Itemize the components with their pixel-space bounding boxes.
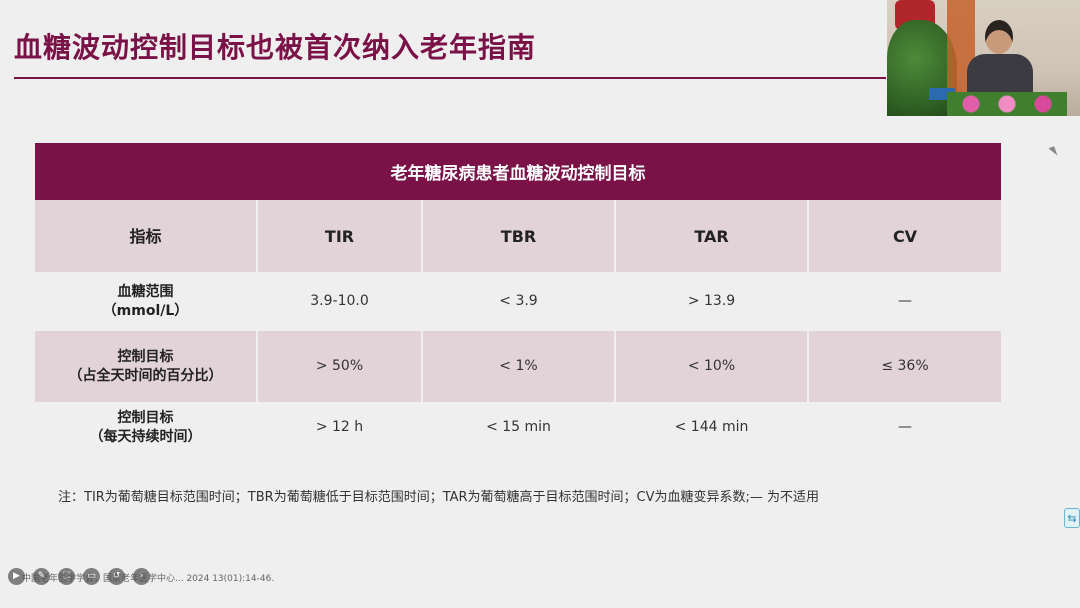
- header-cell-tar: TAR: [615, 200, 809, 272]
- header-cell-metric: 指标: [35, 200, 258, 272]
- speaker-video[interactable]: [887, 0, 1080, 116]
- table-cell: —: [808, 402, 1001, 453]
- row-label-line: 控制目标: [117, 409, 174, 426]
- table-cell: > 50%: [257, 331, 423, 402]
- table-cell: < 10%: [615, 331, 809, 402]
- screenshot-icon[interactable]: ⛶: [58, 567, 75, 585]
- table-cell: < 144 min: [615, 402, 809, 453]
- row-label: 控制目标 （占全天时间的百分比）: [35, 331, 258, 402]
- rewind-icon[interactable]: ↺: [108, 567, 125, 585]
- table-header-row: 指标 TIR TBR TAR CV: [35, 200, 1001, 272]
- row-label: 控制目标 （每天持续时间）: [35, 402, 258, 453]
- table-cell: < 15 min: [422, 402, 616, 453]
- targets-table: 老年糖尿病患者血糖波动控制目标 指标 TIR TBR TAR CV 血糖范围 （…: [35, 143, 1001, 453]
- comment-icon[interactable]: ▭: [83, 567, 100, 585]
- player-toolbar: ▶ ✎ ⛶ ▭ ↺ ›: [8, 566, 208, 586]
- row-label-line: （每天持续时间）: [89, 428, 202, 445]
- row-label: 血糖范围 （mmol/L）: [35, 272, 258, 331]
- row-label-line: （占全天时间的百分比）: [68, 367, 223, 384]
- table-caption: 老年糖尿病患者血糖波动控制目标: [35, 143, 1001, 200]
- table-cell: ≤ 36%: [808, 331, 1001, 402]
- header-cell-tbr: TBR: [422, 200, 616, 272]
- table-cell: > 12 h: [257, 402, 423, 453]
- plant-image: [887, 20, 957, 116]
- row-label-line: （mmol/L）: [102, 302, 189, 319]
- sidebar-toggle-icon[interactable]: ⇆: [1064, 508, 1080, 528]
- table-cell: 3.9-10.0: [257, 272, 423, 331]
- table-cell: > 13.9: [615, 272, 809, 331]
- row-label-line: 控制目标: [117, 348, 174, 365]
- table-footnote: 注：TIR为葡萄糖目标范围时间；TBR为葡萄糖低于目标范围时间；TAR为葡萄糖高…: [58, 490, 820, 505]
- table-row: 控制目标 （占全天时间的百分比） > 50% < 1% < 10% ≤ 36%: [35, 331, 1001, 402]
- mouse-cursor-icon: [1048, 146, 1058, 158]
- forward-icon[interactable]: ›: [133, 567, 150, 585]
- header-cell-tir: TIR: [257, 200, 423, 272]
- header-cell-cv: CV: [808, 200, 1001, 272]
- slide-title: 血糖波动控制目标也被首次纳入老年指南: [14, 31, 537, 64]
- speaker-head: [985, 20, 1013, 54]
- play-icon[interactable]: ▶: [8, 567, 25, 585]
- table-row: 血糖范围 （mmol/L） 3.9-10.0 < 3.9 > 13.9 —: [35, 272, 1001, 331]
- table-cell: < 1%: [422, 331, 616, 402]
- table-cell: < 3.9: [422, 272, 616, 331]
- row-label-line: 血糖范围: [117, 283, 174, 300]
- pen-icon[interactable]: ✎: [33, 567, 50, 585]
- flowers-image: [947, 92, 1067, 116]
- table-cell: —: [808, 272, 1001, 331]
- table-row: 控制目标 （每天持续时间） > 12 h < 15 min < 144 min …: [35, 402, 1001, 453]
- title-divider: [14, 77, 886, 79]
